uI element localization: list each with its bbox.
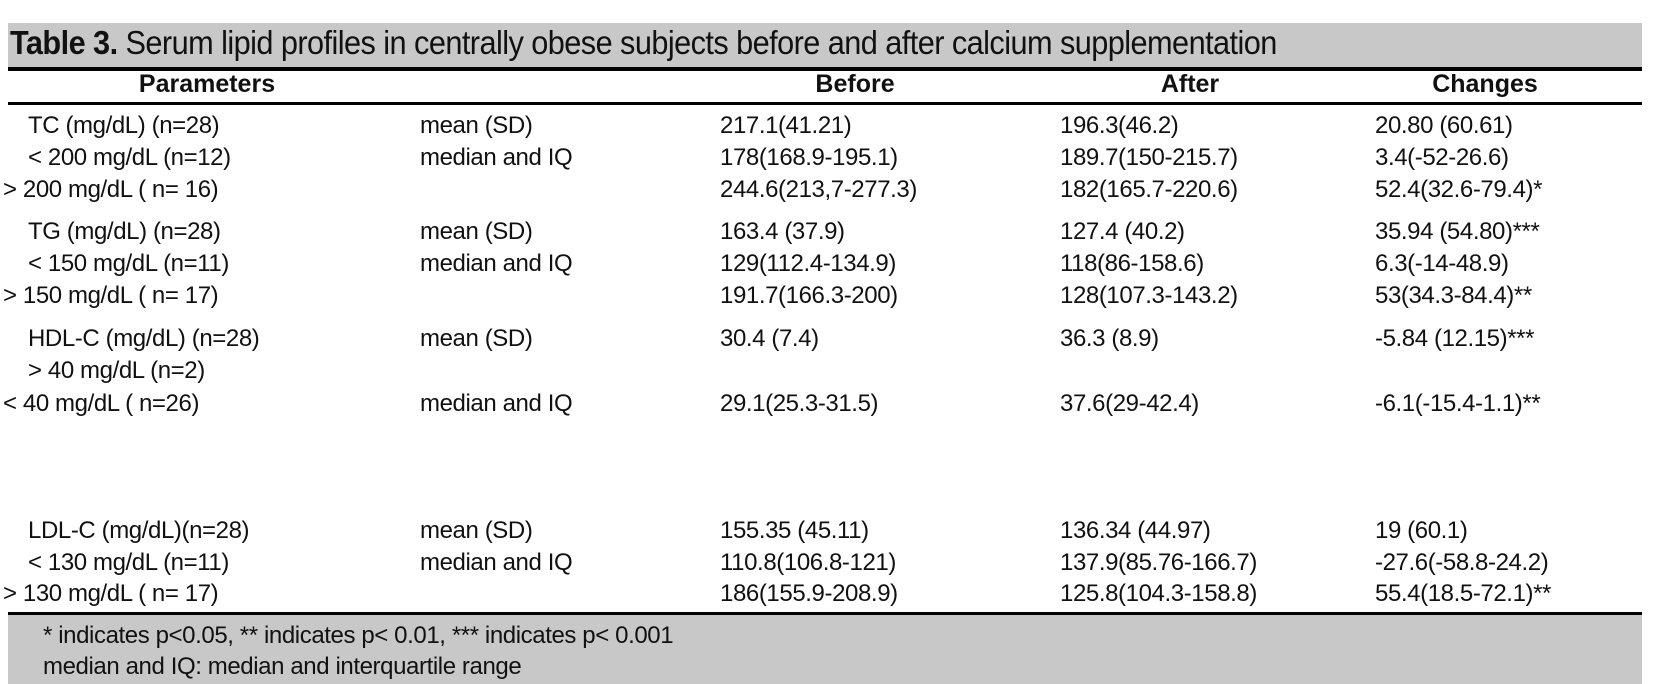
- table-caption: Serum lipid profiles in centrally obese …: [117, 24, 1278, 61]
- cell-change: 20.80 (60.61): [1375, 112, 1513, 139]
- cell-stat: mean (SD): [420, 325, 533, 352]
- cell-after: 182(165.7-220.6): [1060, 176, 1238, 203]
- cell-parameter: TG (mg/dL) (n=28): [28, 218, 221, 245]
- cell-before: 30.4 (7.4): [720, 325, 819, 352]
- cell-stat: median and IQ: [420, 144, 573, 171]
- cell-parameter: TC (mg/dL) (n=28): [28, 112, 220, 139]
- footnote-iq: median and IQ: median and interquartile …: [43, 653, 522, 680]
- table-title: Table 3. Serum lipid profiles in central…: [10, 24, 1277, 62]
- header-after: After: [1160, 70, 1220, 98]
- cell-parameter: > 40 mg/dL (n=2): [28, 357, 205, 384]
- cell-parameter: < 40 mg/dL ( n=26): [3, 390, 200, 417]
- cell-change: -6.1(-15.4-1.1)**: [1375, 390, 1541, 417]
- cell-change: 52.4(32.6-79.4)*: [1375, 176, 1543, 203]
- cell-after: 136.34 (44.97): [1060, 517, 1211, 544]
- cell-before: 110.8(106.8-121): [720, 549, 896, 576]
- cell-stat: mean (SD): [420, 517, 533, 544]
- cell-stat: mean (SD): [420, 218, 533, 245]
- cell-after: 128(107.3-143.2): [1060, 282, 1238, 309]
- top-rule: [8, 67, 1642, 71]
- header-changes: Changes: [1432, 70, 1538, 98]
- title-band: [8, 23, 1642, 67]
- cell-change: 19 (60.1): [1375, 517, 1468, 544]
- cell-change: -5.84 (12.15)***: [1375, 325, 1535, 352]
- cell-parameter: < 130 mg/dL (n=11): [28, 549, 229, 576]
- cell-parameter: > 200 mg/dL ( n= 16): [3, 176, 219, 203]
- cell-stat: mean (SD): [420, 112, 533, 139]
- cell-parameter: < 200 mg/dL (n=12): [28, 144, 231, 171]
- cell-parameter: > 150 mg/dL ( n= 17): [3, 282, 219, 309]
- cell-after: 118(86-158.6): [1060, 250, 1204, 277]
- cell-change: 55.4(18.5-72.1)**: [1375, 580, 1551, 607]
- cell-before: 29.1(25.3-31.5): [720, 390, 879, 417]
- cell-change: 35.94 (54.80)***: [1375, 218, 1540, 245]
- cell-parameter: > 130 mg/dL ( n= 17): [3, 580, 219, 607]
- footnote-significance: * indicates p<0.05, ** indicates p< 0.01…: [43, 622, 674, 649]
- header-rule: [8, 102, 1642, 105]
- cell-after: 196.3(46.2): [1060, 112, 1179, 139]
- cell-after: 37.6(29-42.4): [1060, 390, 1199, 417]
- cell-before: 244.6(213,7-277.3): [720, 176, 917, 203]
- cell-parameter: < 150 mg/dL (n=11): [28, 250, 229, 277]
- cell-stat: median and IQ: [420, 250, 573, 277]
- cell-after: 36.3 (8.9): [1060, 325, 1159, 352]
- cell-before: 155.35 (45.11): [720, 517, 869, 544]
- cell-after: 189.7(150-215.7): [1060, 144, 1238, 171]
- cell-stat: median and IQ: [420, 549, 573, 576]
- footnote-band: [8, 614, 1642, 684]
- table-label: Table 3.: [10, 24, 118, 61]
- cell-stat: median and IQ: [420, 390, 573, 417]
- cell-before: 129(112.4-134.9): [720, 250, 896, 277]
- cell-change: 53(34.3-84.4)**: [1375, 282, 1532, 309]
- cell-after: 137.9(85.76-166.7): [1060, 549, 1257, 576]
- cell-before: 163.4 (37.9): [720, 218, 845, 245]
- header-before: Before: [815, 70, 895, 98]
- cell-before: 217.1(41.21): [720, 112, 852, 139]
- cell-after: 125.8(104.3-158.8): [1060, 580, 1257, 607]
- cell-change: 6.3(-14-48.9): [1375, 250, 1509, 277]
- header-parameters: Parameters: [138, 70, 276, 98]
- cell-after: 127.4 (40.2): [1060, 218, 1185, 245]
- cell-change: 3.4(-52-26.6): [1375, 144, 1509, 171]
- cell-parameter: LDL-C (mg/dL)(n=28): [28, 517, 250, 544]
- cell-before: 191.7(166.3-200): [720, 282, 898, 309]
- cell-change: -27.6(-58.8-24.2): [1375, 549, 1549, 576]
- bottom-rule: [8, 612, 1642, 615]
- cell-before: 186(155.9-208.9): [720, 580, 898, 607]
- cell-before: 178(168.9-195.1): [720, 144, 898, 171]
- cell-parameter: HDL-C (mg/dL) (n=28): [28, 325, 260, 352]
